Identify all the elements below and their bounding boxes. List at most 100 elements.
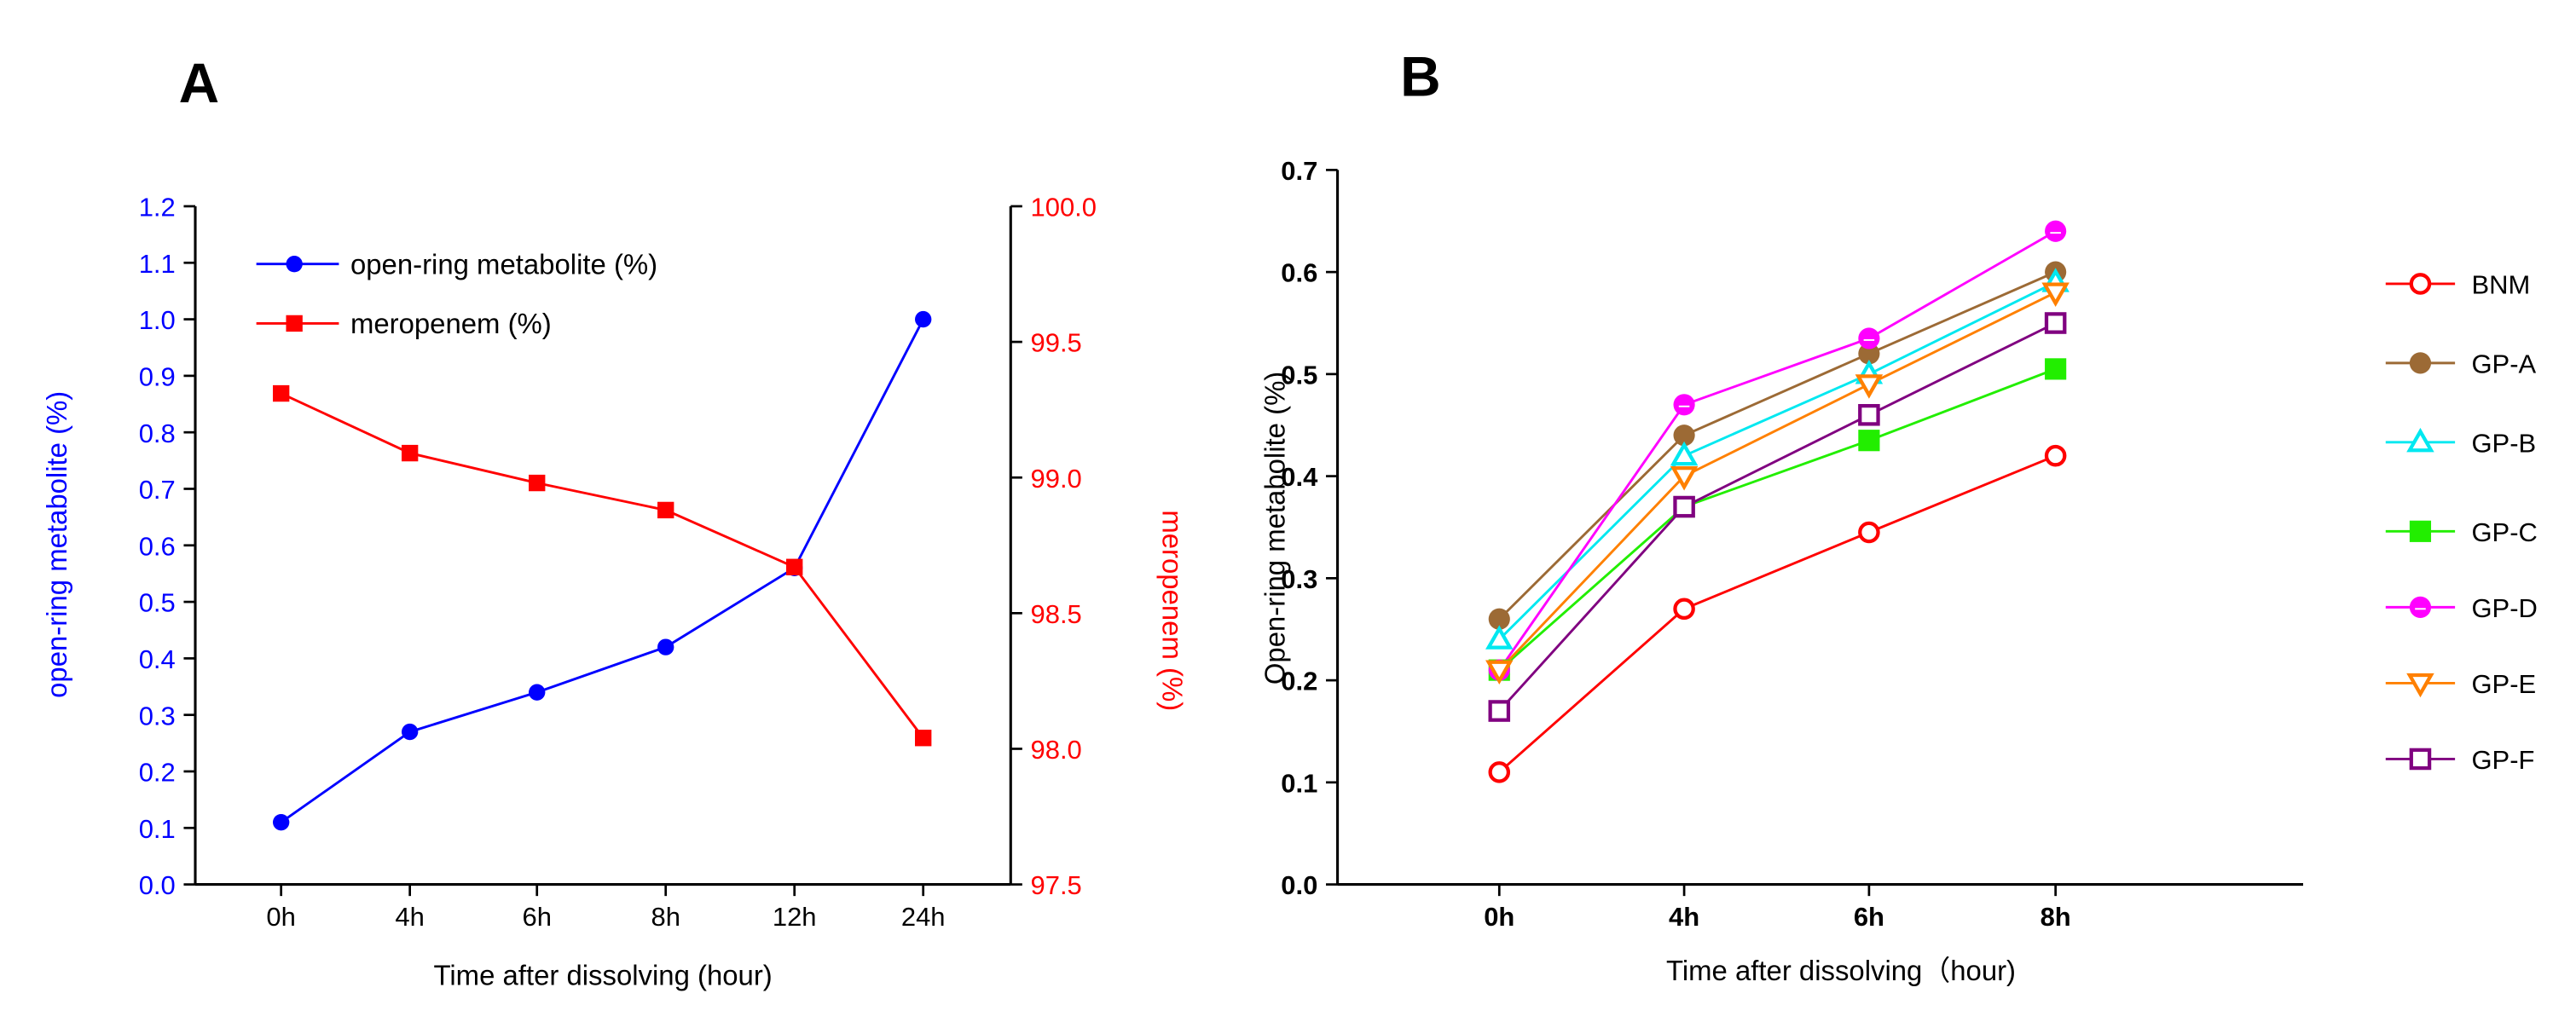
panel-a-y-tick-label: 1.1: [139, 249, 176, 279]
panel-b-data-point: [2044, 312, 2067, 334]
panel-b-series-line-gp-e: [1498, 291, 2057, 672]
panel-b-y-tick-label: 0.5: [1281, 360, 1317, 390]
panel-b-data-point: [1673, 394, 1695, 416]
panel-a-x-tick-label: 24h: [901, 902, 946, 932]
panel-b-legend-label: GP-D: [2471, 593, 2537, 623]
panel-a-data-point: [657, 501, 674, 519]
panel-b-label: B: [1400, 44, 1441, 107]
panel-a-data-point: [272, 813, 290, 831]
panel-b-data-point: [2044, 444, 2067, 467]
panel-b-y-tick-label: 0.2: [1281, 667, 1317, 696]
panel-b-y-tick-label: 0.4: [1281, 462, 1318, 492]
panel-b-x-tick-label: 8h: [2041, 902, 2071, 932]
panel-b-legend-label: GP-E: [2471, 669, 2536, 699]
panel-a-data-point: [401, 444, 419, 462]
panel-b-data-point: [1485, 625, 1514, 650]
panel-b-data-point: [1485, 660, 1514, 685]
panel-b-data-point-fill: [1858, 327, 1880, 349]
panel-a-data-point: [529, 474, 546, 492]
panel-a-data-point: [786, 558, 803, 575]
panel-a-series-line-1: [281, 392, 924, 739]
panel-b-x-tick-label: 4h: [1669, 902, 1699, 932]
panel-a-y-tick-label: 0.1: [139, 814, 176, 844]
panel-a-y-tick-label: 1.2: [139, 193, 176, 222]
panel-a-data-point: [401, 723, 419, 741]
panel-a-x-tick-label: 12h: [773, 902, 817, 932]
panel-a-data-point: [272, 384, 290, 402]
panel-a-legend-marker: [286, 315, 303, 332]
panel-a-y-right-tick-label: 99.0: [1031, 464, 1082, 494]
panel-a-y-tick-label: 0.6: [139, 531, 176, 561]
panel-b-legend-marker: [2406, 427, 2434, 453]
panel-b-y-tick-label: 0.7: [1281, 156, 1317, 186]
panel-b-y-tick-label: 0.3: [1281, 564, 1317, 594]
panel-b-legend-label: GP-C: [2471, 517, 2537, 547]
panel-b-data-point: [2045, 358, 2067, 380]
panel-a-y-tick-label: 0.5: [139, 588, 176, 618]
panel-b-data-point: [1858, 430, 1880, 452]
panel-b-legend-marker: [2406, 673, 2434, 698]
panel-a-x-tick-label: 4h: [395, 902, 424, 932]
panel-a-x-axis-title: Time after dissolving (hour): [434, 960, 773, 991]
panel-a-data-point: [657, 638, 674, 655]
panel-a-data-point: [915, 730, 932, 747]
panel-b-data-point: [1488, 700, 1511, 722]
panel-a-y-tick-label: 0.3: [139, 701, 176, 731]
panel-a-y-tick-label: 0.2: [139, 758, 176, 788]
panel-a-y-right-axis-title: meropenem (%): [1156, 510, 1188, 711]
panel-b-plot: 0.0 0.1 0.2 0.3 0.4 0.5 0.6 0.7 0h 4h 6h 8h BNM GP-A G…: [1281, 156, 2538, 932]
panel-b-legend-label: BNM: [2471, 270, 2530, 300]
panel-b-data-point: [1670, 466, 1699, 491]
panel-b-legend-marker: [2409, 520, 2432, 542]
panel-a-y-right-tick-label: 97.5: [1031, 870, 1082, 900]
panel-b-data-point: [1488, 761, 1511, 783]
panel-a-x-tick-label: 8h: [651, 902, 680, 932]
panel-a-y-right-tick-label: 98.5: [1031, 599, 1082, 629]
panel-a-y-tick-label: 0.0: [139, 870, 176, 900]
panel-b-x-tick-label: 6h: [1854, 902, 1884, 932]
panel-b-data-point: [1858, 521, 1880, 544]
panel-b-x-tick-label: 0h: [1484, 902, 1514, 932]
panel-b-data-point: [2045, 220, 2067, 242]
panel-b-data-point: [1673, 495, 1695, 518]
panel-b-data-point: [1670, 441, 1699, 466]
panel-b-data-point: [2041, 282, 2069, 307]
panel-a-legend-label: open-ring metabolite (%): [350, 248, 657, 280]
panel-b-data-point: [1858, 343, 1880, 365]
panel-a-data-point: [915, 310, 932, 328]
panel-a-legend-label: meropenem (%): [350, 308, 552, 339]
panel-a-y-tick-label: 0.7: [139, 475, 176, 505]
panel-b-x-axis-title: Time after dissolving（hour): [1666, 955, 2016, 986]
panel-a-data-point: [529, 684, 546, 701]
panel-b-data-point-fill: [2045, 220, 2067, 242]
panel-b-data-point: [1673, 424, 1695, 447]
panel-a-y-axis-title: open-ring metabolite (%): [41, 391, 72, 698]
panel-a-y-right-tick-label: 98.0: [1031, 735, 1082, 765]
panel-a-y-tick-label: 0.8: [139, 419, 176, 448]
panel-a-y-tick-label: 0.4: [139, 644, 176, 674]
panel-b-y-tick-label: 0.1: [1281, 768, 1317, 798]
panel-a-label: A: [179, 51, 220, 114]
panel-b-series-line-bnm: [1498, 454, 2057, 773]
panel-b-series-line-gp-a: [1498, 270, 2057, 621]
panel-b-series-line-gp-c: [1498, 367, 2057, 672]
panel-b-legend-marker: [2409, 273, 2432, 295]
panel-b-legend-marker: [2409, 352, 2432, 374]
panel-b-series-line-gp-b: [1498, 280, 2057, 641]
panel-a-x-tick-label: 6h: [522, 902, 551, 932]
panel-b-data-point-fill: [1673, 394, 1695, 416]
panel-b-data-point: [1488, 608, 1510, 630]
panel-b-data-point: [1855, 374, 1884, 399]
panel-b-legend-marker: [2409, 748, 2432, 771]
panel-a-series-line-0: [280, 318, 924, 823]
panel-b-series-line-gp-d: [1498, 229, 2057, 671]
panel-b-legend-marker-fill: [2409, 596, 2432, 618]
panel-b-data-point: [1673, 598, 1695, 621]
panel-b-y-axis-title: Open-ring metabolite (%): [1259, 372, 1291, 684]
panel-b-data-point: [1858, 327, 1880, 349]
panel-a-y-tick-label: 1.0: [139, 305, 176, 335]
panel-a-legend-marker: [286, 256, 303, 273]
panel-b-legend-marker: [2409, 596, 2432, 618]
panel-b-data-point: [1858, 403, 1880, 426]
